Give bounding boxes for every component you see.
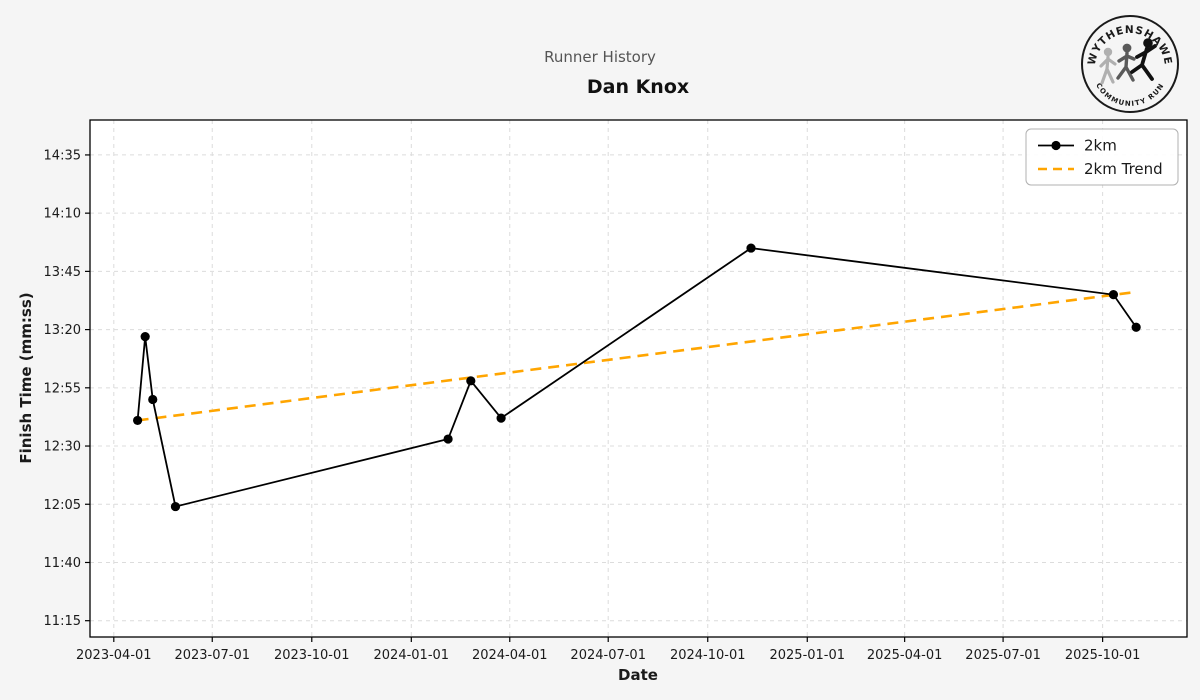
plot-area — [90, 120, 1187, 637]
y-axis-label: Finish Time (mm:ss) — [17, 292, 35, 464]
y-tick-label: 13:45 — [44, 265, 81, 280]
x-tick-label: 2025-10-01 — [1065, 648, 1141, 663]
y-tick-label: 12:30 — [44, 440, 81, 455]
x-tick-label: 2025-01-01 — [769, 648, 845, 663]
x-tick-label: 2023-10-01 — [274, 648, 350, 663]
y-tick-label: 11:40 — [44, 556, 81, 571]
data-point — [1131, 322, 1141, 332]
chart-subtitle: Runner History — [544, 48, 656, 66]
x-tick-label: 2023-07-01 — [174, 648, 250, 663]
data-point — [133, 415, 143, 426]
data-point — [1108, 290, 1119, 300]
data-point — [496, 413, 506, 423]
x-tick-label: 2024-07-01 — [570, 648, 646, 663]
legend-label-trend: 2km Trend — [1084, 160, 1163, 178]
x-tick-label: 2024-04-01 — [472, 648, 548, 663]
y-tick-label: 14:10 — [44, 207, 81, 222]
data-point — [170, 501, 181, 512]
x-tick-label: 2025-07-01 — [965, 648, 1041, 663]
y-tick-label: 12:05 — [44, 498, 81, 513]
logo-ring — [1081, 15, 1179, 113]
trend-line — [137, 291, 1134, 422]
legend-box — [1025, 128, 1179, 186]
wythenshawe-community-run-logo: WYTHENSHAWE COMMUNITY RUN — [1078, 12, 1182, 116]
data-point — [148, 394, 158, 405]
legend-label-series: 2km — [1084, 137, 1117, 155]
data-point — [140, 331, 150, 342]
y-tick-label: 13:20 — [44, 323, 81, 338]
y-tick-label: 14:35 — [44, 148, 81, 163]
x-tick-label: 2024-10-01 — [670, 648, 746, 663]
x-tick-label: 2024-01-01 — [374, 648, 450, 663]
data-point — [466, 376, 476, 386]
runner-silhouette-walker — [1099, 47, 1117, 85]
x-axis-label: Date — [618, 666, 658, 684]
plot-border — [89, 119, 1188, 638]
y-tick-label: 12:55 — [44, 381, 81, 396]
x-tick-label: 2023-04-01 — [76, 648, 152, 663]
runner-silhouette-runner — [1116, 43, 1136, 82]
series-line — [136, 247, 1137, 508]
y-tick-label: 11:15 — [44, 614, 81, 629]
legend: 2km 2km Trend — [1025, 128, 1179, 186]
data-point — [443, 434, 453, 444]
legend-series-marker — [1051, 140, 1061, 151]
x-tick-label: 2025-04-01 — [867, 648, 943, 663]
runner-silhouette-sprinter — [1130, 38, 1157, 81]
runner-name-title: Dan Knox — [586, 76, 690, 98]
data-point — [746, 243, 756, 253]
